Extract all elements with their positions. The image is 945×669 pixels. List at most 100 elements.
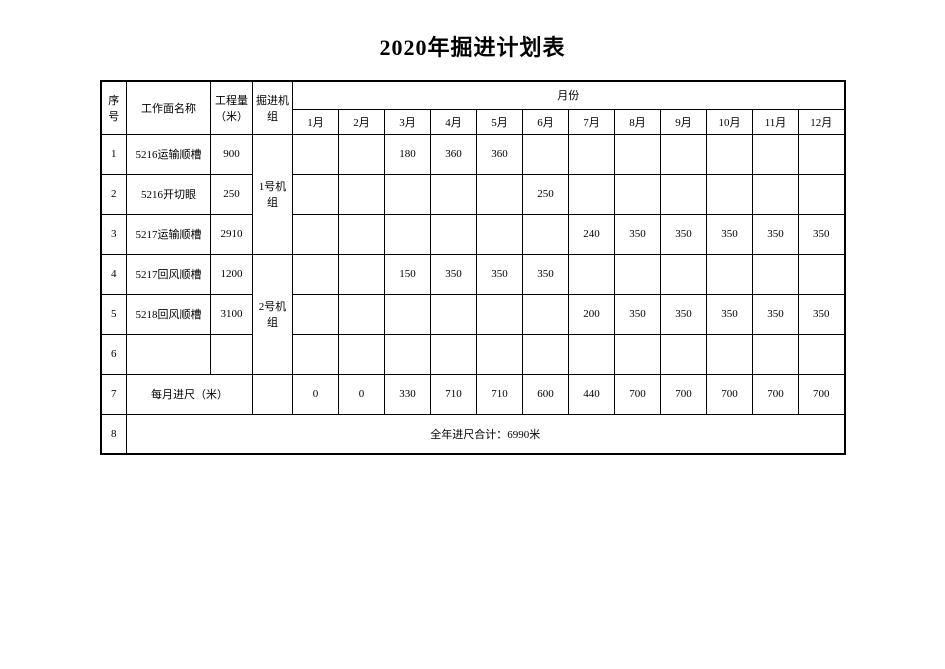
cell: [661, 134, 707, 174]
cell: [569, 174, 615, 214]
hdr-month: 3月: [385, 109, 431, 134]
monthly-crew-blank: [253, 374, 293, 414]
cell: 350: [661, 214, 707, 254]
cell: 240: [569, 214, 615, 254]
cell: 330: [385, 374, 431, 414]
total-row: 8 全年进尺合计：6990米: [101, 414, 845, 454]
plan-table: 序号 工作面名称 工程量（米） 掘进机组 月份 1月 2月 3月 4月 5月 6…: [100, 80, 846, 455]
cell-qty: [211, 334, 253, 374]
cell: [523, 294, 569, 334]
cell: [615, 174, 661, 214]
cell: 350: [431, 254, 477, 294]
table-row: 4 5217回风顺槽 1200 2号机组 150 350 350 350: [101, 254, 845, 294]
cell: [431, 294, 477, 334]
cell: [799, 174, 845, 214]
cell-idx: 3: [101, 214, 127, 254]
hdr-month: 1月: [293, 109, 339, 134]
cell-name: 5216开切眼: [127, 174, 211, 214]
cell: [707, 254, 753, 294]
cell-name: [127, 334, 211, 374]
cell: 700: [661, 374, 707, 414]
cell: [385, 334, 431, 374]
table-row: 3 5217运输顺槽 2910 240 350 350 350 350 350: [101, 214, 845, 254]
cell: [615, 334, 661, 374]
cell-name: 5218回风顺槽: [127, 294, 211, 334]
cell: [293, 214, 339, 254]
cell: [477, 174, 523, 214]
cell-idx: 6: [101, 334, 127, 374]
cell: [293, 174, 339, 214]
hdr-month: 8月: [615, 109, 661, 134]
cell-idx: 8: [101, 414, 127, 454]
cell: [477, 334, 523, 374]
cell: [339, 174, 385, 214]
cell-name: 5216运输顺槽: [127, 134, 211, 174]
cell: [339, 294, 385, 334]
cell: [293, 294, 339, 334]
hdr-month: 10月: [707, 109, 753, 134]
cell: [431, 214, 477, 254]
cell: 350: [707, 214, 753, 254]
cell: 700: [707, 374, 753, 414]
cell: [339, 214, 385, 254]
hdr-month: 11月: [753, 109, 799, 134]
hdr-month: 5月: [477, 109, 523, 134]
cell: 700: [615, 374, 661, 414]
cell: [707, 174, 753, 214]
cell-qty: 1200: [211, 254, 253, 294]
cell: 440: [569, 374, 615, 414]
hdr-idx: 序号: [101, 81, 127, 134]
cell: [431, 334, 477, 374]
cell-name: 5217回风顺槽: [127, 254, 211, 294]
table-row: 6: [101, 334, 845, 374]
cell: [523, 214, 569, 254]
cell-name: 5217运输顺槽: [127, 214, 211, 254]
monthly-label: 每月进尺（米）: [127, 374, 253, 414]
cell: [431, 174, 477, 214]
hdr-month: 4月: [431, 109, 477, 134]
total-label: 全年进尺合计：6990米: [127, 414, 845, 454]
cell-idx: 2: [101, 174, 127, 214]
cell: 350: [799, 214, 845, 254]
cell: [661, 334, 707, 374]
cell-idx: 5: [101, 294, 127, 334]
cell: [799, 334, 845, 374]
cell: [293, 134, 339, 174]
cell: 350: [477, 254, 523, 294]
cell-idx: 1: [101, 134, 127, 174]
table-row: 2 5216开切眼 250 250: [101, 174, 845, 214]
cell: [799, 134, 845, 174]
page-title: 2020年掘进计划表: [40, 30, 905, 62]
cell: 180: [385, 134, 431, 174]
hdr-name: 工作面名称: [127, 81, 211, 134]
cell: [569, 134, 615, 174]
cell-qty: 2910: [211, 214, 253, 254]
cell: 700: [799, 374, 845, 414]
cell: 360: [477, 134, 523, 174]
hdr-month: 6月: [523, 109, 569, 134]
cell: 0: [293, 374, 339, 414]
cell: 350: [753, 294, 799, 334]
cell-crew1: 1号机组: [253, 134, 293, 254]
cell: 350: [799, 294, 845, 334]
cell: [293, 334, 339, 374]
hdr-month-group: 月份: [293, 81, 845, 109]
cell: [385, 174, 431, 214]
cell: [707, 134, 753, 174]
cell: [293, 254, 339, 294]
cell: [339, 134, 385, 174]
cell: 350: [615, 294, 661, 334]
cell-qty: 3100: [211, 294, 253, 334]
cell: 350: [523, 254, 569, 294]
cell: [385, 214, 431, 254]
cell: [615, 254, 661, 294]
cell: [569, 334, 615, 374]
cell: 600: [523, 374, 569, 414]
cell: [477, 294, 523, 334]
cell: 360: [431, 134, 477, 174]
cell-idx: 4: [101, 254, 127, 294]
cell-idx: 7: [101, 374, 127, 414]
cell: [477, 214, 523, 254]
monthly-row: 7 每月进尺（米） 0 0 330 710 710 600 440 700 70…: [101, 374, 845, 414]
cell: 250: [523, 174, 569, 214]
